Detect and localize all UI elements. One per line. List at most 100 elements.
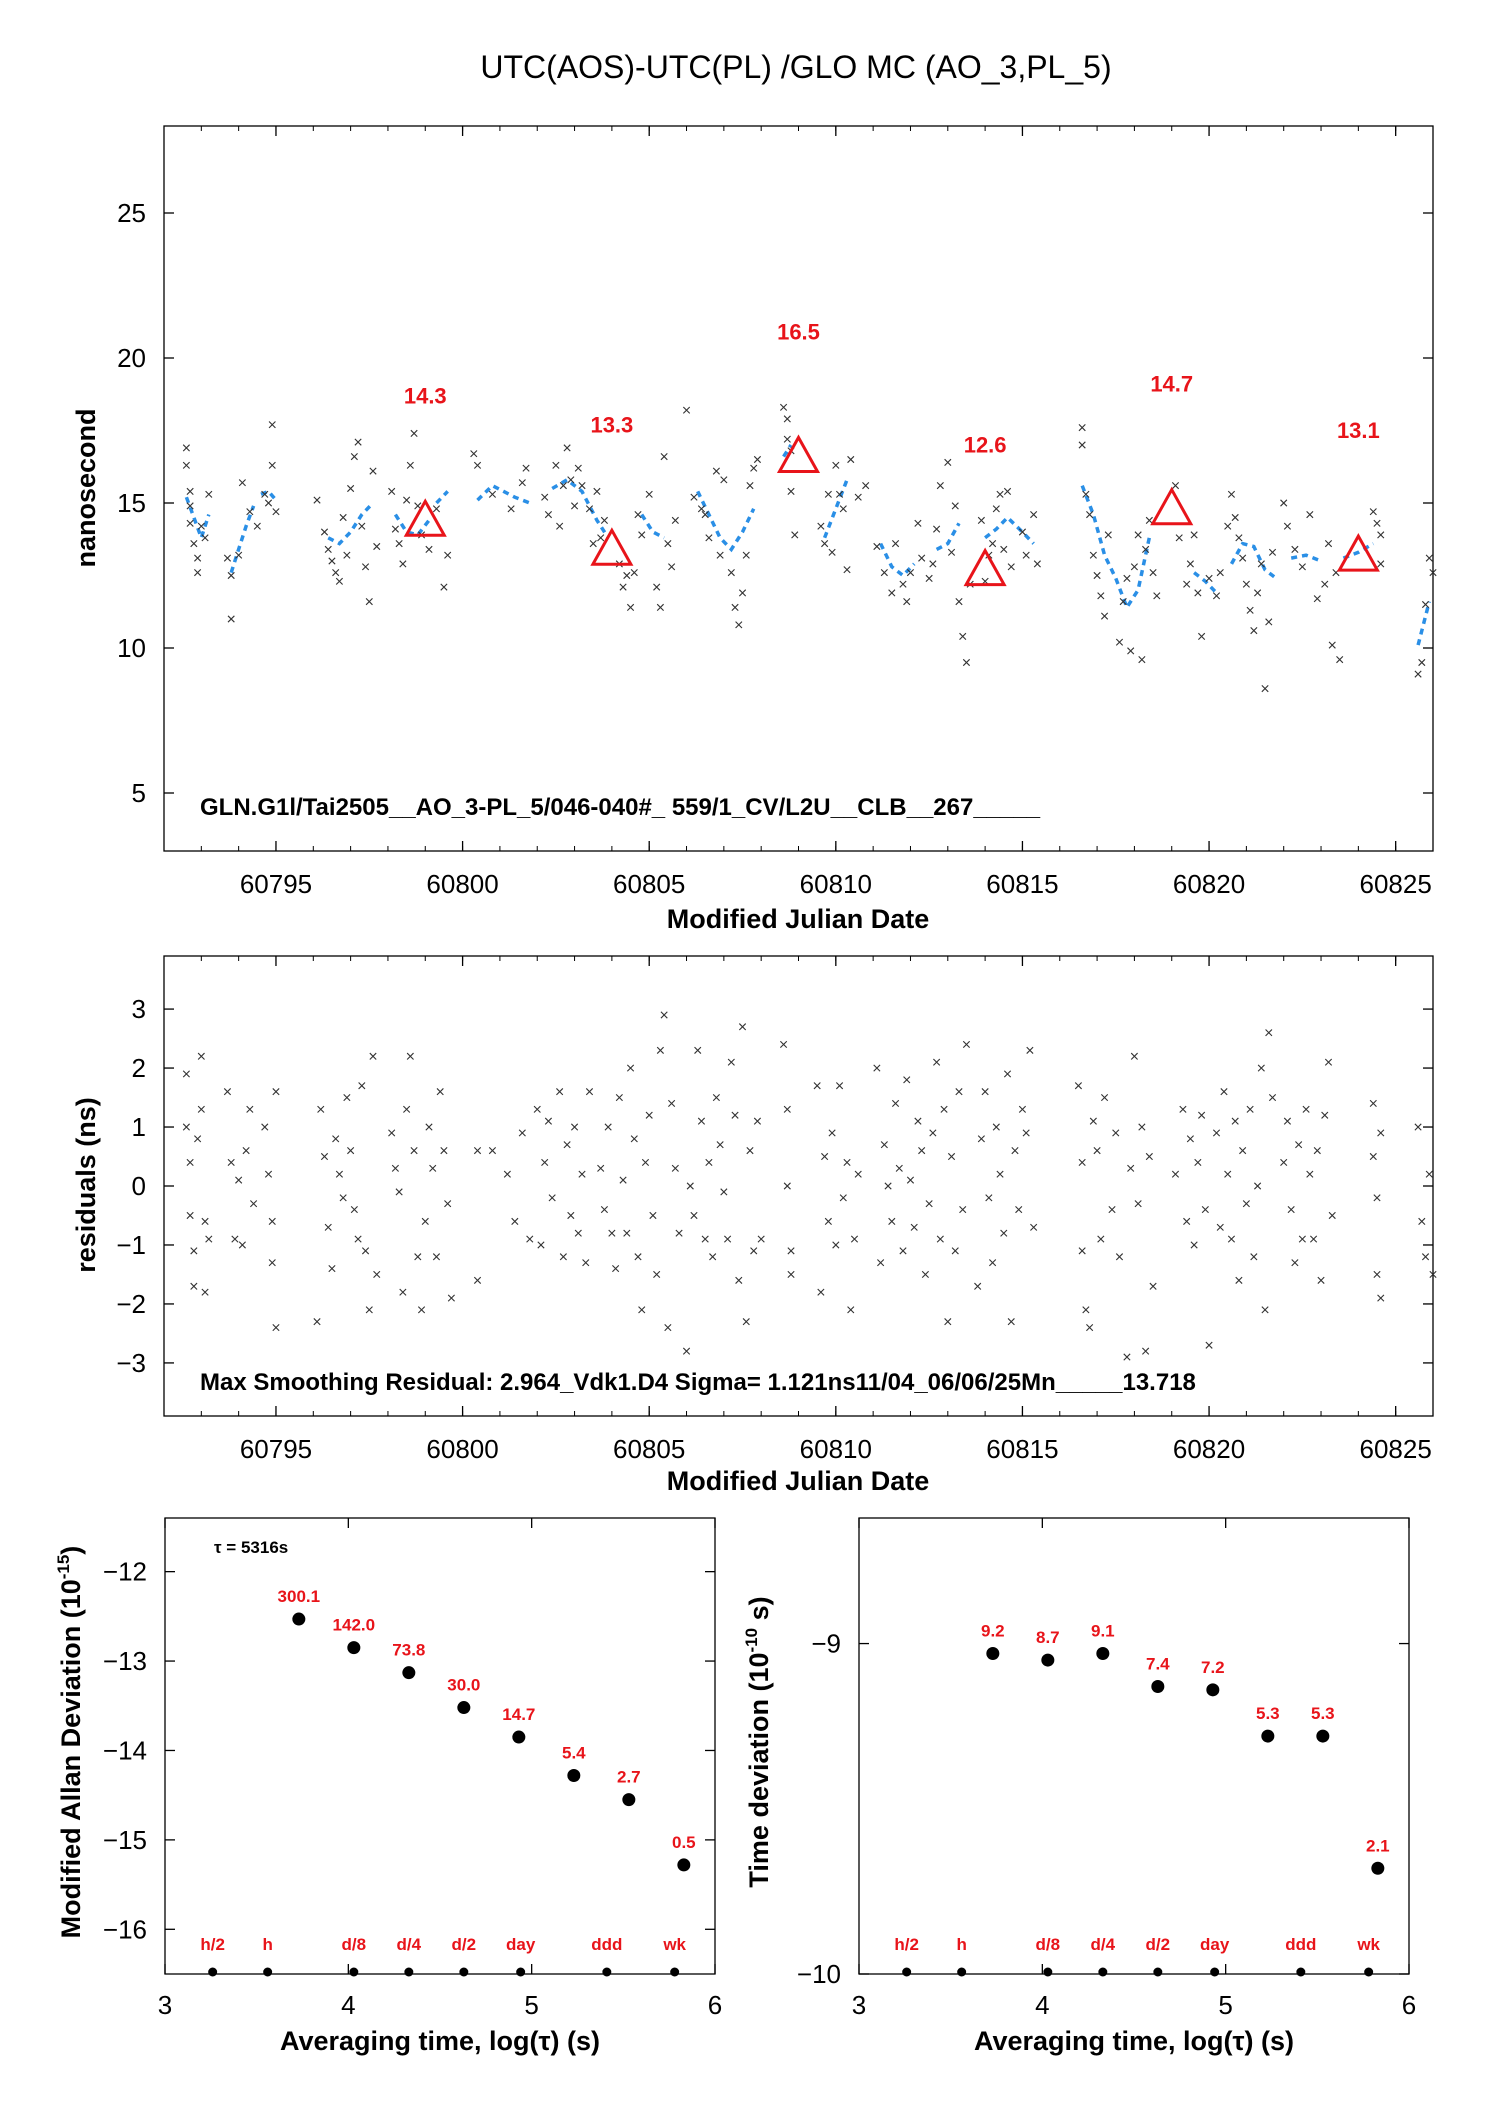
y-label-exponent: -10	[742, 1628, 761, 1653]
data-cross	[824, 490, 832, 498]
triangle-marker	[963, 547, 1007, 587]
y-tick-label: 25	[117, 198, 146, 228]
residual-cross	[612, 1264, 620, 1273]
triangle-markers: 14.3 13.3 16.5 12.6 14.7 13.1	[403, 320, 1380, 587]
residual-cross	[425, 1123, 433, 1131]
residual-cross	[716, 1141, 724, 1149]
residual-cross	[891, 1099, 900, 1108]
data-cross	[787, 487, 795, 495]
residual-cross	[264, 1170, 273, 1178]
axis-ticks: 60795 60800 60805 60810 60815 60820 60825 5 10 15…	[117, 126, 1434, 899]
residual-cross	[447, 1294, 455, 1302]
x-axis-label: Modified Julian Date	[667, 904, 930, 934]
residual-cross	[406, 1052, 414, 1060]
data-cross	[1265, 618, 1273, 626]
residual-cross	[548, 1194, 556, 1202]
data-cross	[1115, 638, 1124, 646]
data-cross	[369, 467, 377, 475]
residual-cross	[354, 1235, 362, 1243]
data-cross	[992, 505, 1000, 513]
data-cross	[1313, 595, 1321, 603]
smoothed-series	[184, 444, 1431, 646]
y-tick-label: −9	[811, 1629, 841, 1659]
residual-cross	[1093, 1147, 1101, 1155]
residual-cross	[223, 1088, 232, 1096]
data-cross	[1268, 548, 1277, 556]
residual-cross	[959, 1206, 967, 1214]
residual-cross	[783, 1182, 791, 1190]
data-cross	[791, 531, 799, 539]
data-cross	[821, 540, 829, 548]
smoothed-segment	[327, 501, 375, 546]
data-cross	[705, 534, 713, 542]
residual-cross	[1142, 1347, 1150, 1355]
residual-cross	[421, 1217, 429, 1225]
panel-residuals: 60795 60800 60805 60810 60815 60820 60825 −3 −2 −…	[71, 955, 1437, 1496]
x-tick-label: 60825	[1360, 1434, 1432, 1464]
residual-cross	[1429, 1270, 1437, 1279]
residual-cross	[414, 1253, 422, 1261]
residual-cross	[630, 1135, 638, 1143]
tau-marker-dot	[1153, 1967, 1163, 1977]
residual-cross	[668, 1099, 676, 1108]
residual-cross	[615, 1093, 623, 1102]
data-cross	[574, 464, 582, 472]
data-cross	[638, 531, 646, 539]
data-cross	[1224, 522, 1232, 530]
x-tick-label: 60820	[1173, 869, 1245, 899]
data-cross	[955, 598, 963, 606]
deviation-point	[402, 1666, 416, 1680]
residual-cross	[320, 1152, 329, 1161]
data-cross	[186, 487, 194, 495]
data-cross	[1171, 482, 1180, 490]
residual-cross	[343, 1093, 351, 1102]
residual-cross	[850, 1235, 859, 1243]
residual-cross	[835, 1082, 844, 1090]
residual-cross	[1425, 1170, 1433, 1178]
residual-cross	[787, 1247, 795, 1255]
residual-cross	[854, 1170, 862, 1178]
data-cross	[425, 545, 433, 553]
tau-marker-label: h	[262, 1935, 272, 1954]
y-tick-label: −14	[103, 1735, 147, 1765]
deviation-point	[292, 1612, 306, 1626]
residual-cross	[317, 1105, 325, 1113]
residual-cross	[1309, 1235, 1318, 1243]
residual-cross	[641, 1158, 650, 1166]
deviation-label: 300.1	[278, 1587, 321, 1606]
data-cross	[570, 502, 579, 510]
deviation-point	[986, 1646, 1000, 1660]
smoothed-segment	[435, 490, 449, 505]
x-tick-label: 60795	[240, 1434, 312, 1464]
residual-cross	[974, 1282, 982, 1290]
residual-cross	[328, 1264, 336, 1273]
deviation-point	[1151, 1680, 1165, 1694]
tau-marker-dot	[404, 1967, 414, 1977]
residual-cross	[1324, 1058, 1333, 1066]
y-label-exponent: -15	[54, 1555, 73, 1580]
residual-cross	[832, 1241, 840, 1249]
tau-marker-label: d/8	[342, 1935, 367, 1954]
residual-cross	[1179, 1105, 1187, 1113]
x-axis-label: Averaging time, log(τ) (s)	[280, 2026, 600, 2056]
residual-cross	[828, 1129, 836, 1137]
data-cross	[399, 560, 407, 568]
residual-cross	[429, 1164, 437, 1172]
residual-cross	[541, 1158, 549, 1166]
residual-cross	[526, 1235, 534, 1243]
residual-cross	[1000, 1229, 1008, 1237]
data-cross	[1283, 522, 1292, 530]
tau-marker-label: ddd	[591, 1935, 622, 1954]
residual-cross	[1201, 1206, 1209, 1214]
data-cross	[1298, 563, 1306, 571]
residual-cross	[1078, 1247, 1086, 1255]
x-tick-label: 60800	[426, 869, 498, 899]
data-cross	[597, 534, 605, 542]
data-cross	[1421, 600, 1430, 609]
data-cross	[320, 528, 329, 536]
data-cross	[444, 551, 452, 559]
residual-cross	[1108, 1206, 1116, 1214]
residual-cross	[929, 1129, 937, 1137]
y-label-main: Modified Allan Deviation (10	[56, 1579, 86, 1938]
tau-marker-label: wk	[662, 1935, 686, 1954]
